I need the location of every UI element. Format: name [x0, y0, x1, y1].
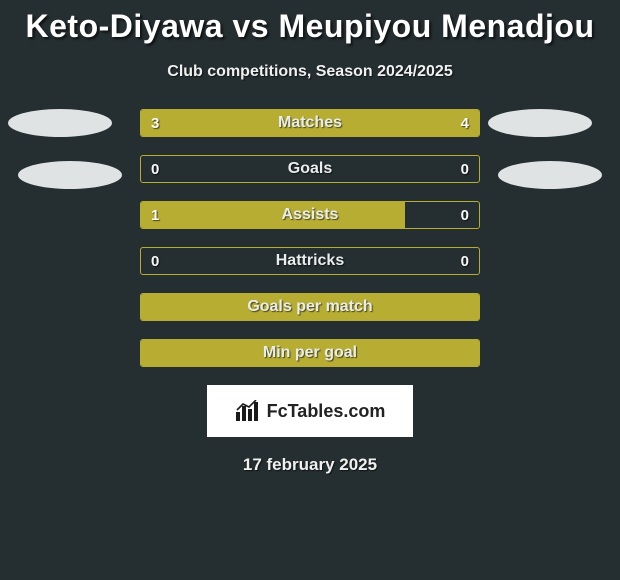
stat-label: Hattricks: [141, 248, 479, 274]
value-right: 4: [461, 110, 469, 136]
bar-chart-icon: [235, 400, 261, 422]
bar-right: [280, 110, 479, 136]
bar-left: [141, 294, 479, 320]
source-logo-box: FcTables.com: [207, 385, 413, 437]
photo-placeholder-ellipse: [8, 109, 112, 137]
stat-row-assists: 1 0 Assists: [140, 201, 480, 229]
chart-area: 3 4 Matches 0 0 Goals 1 0 Assists 0 0 Ha…: [0, 109, 620, 475]
logo-text: FcTables.com: [267, 401, 386, 422]
value-left: 3: [151, 110, 159, 136]
bar-left: [141, 202, 405, 228]
stat-label: Goals: [141, 156, 479, 182]
value-left: 0: [151, 156, 159, 182]
bar-left: [141, 340, 479, 366]
comparison-infographic: Keto-Diyawa vs Meupiyou Menadjou Club co…: [0, 0, 620, 580]
value-left: 1: [151, 202, 159, 228]
photo-placeholder-ellipse: [498, 161, 602, 189]
value-right: 0: [461, 202, 469, 228]
date-label: 17 february 2025: [0, 455, 620, 475]
photo-placeholder-ellipse: [488, 109, 592, 137]
value-right: 0: [461, 248, 469, 274]
bar-left: [141, 110, 280, 136]
stat-row-min-per-goal: Min per goal: [140, 339, 480, 367]
stat-row-hattricks: 0 0 Hattricks: [140, 247, 480, 275]
stat-row-matches: 3 4 Matches: [140, 109, 480, 137]
value-left: 0: [151, 248, 159, 274]
photo-placeholder-ellipse: [18, 161, 122, 189]
stat-row-goals: 0 0 Goals: [140, 155, 480, 183]
stat-row-goals-per-match: Goals per match: [140, 293, 480, 321]
page-title: Keto-Diyawa vs Meupiyou Menadjou: [0, 0, 620, 45]
subtitle: Club competitions, Season 2024/2025: [0, 63, 620, 81]
value-right: 0: [461, 156, 469, 182]
